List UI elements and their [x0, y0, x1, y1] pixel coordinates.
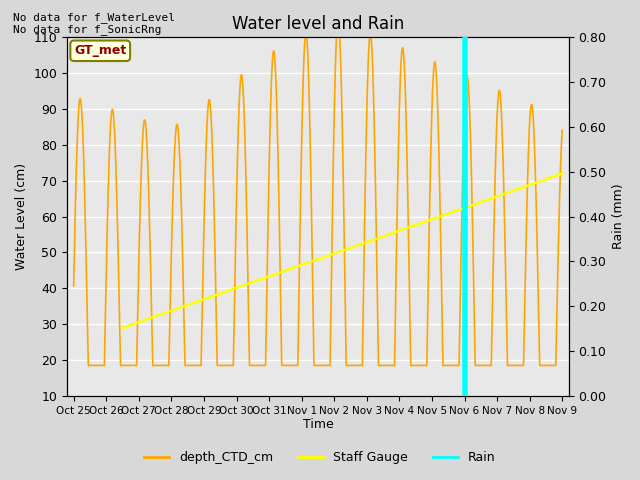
Y-axis label: Rain (mm): Rain (mm) — [612, 184, 625, 250]
Text: GT_met: GT_met — [74, 44, 126, 57]
Title: Water level and Rain: Water level and Rain — [232, 15, 404, 33]
Text: No data for f_SonicRng: No data for f_SonicRng — [13, 24, 161, 35]
X-axis label: Time: Time — [303, 419, 333, 432]
Y-axis label: Water Level (cm): Water Level (cm) — [15, 163, 28, 270]
Legend: depth_CTD_cm, Staff Gauge, Rain: depth_CTD_cm, Staff Gauge, Rain — [140, 446, 500, 469]
Text: No data for f_WaterLevel: No data for f_WaterLevel — [13, 12, 175, 23]
